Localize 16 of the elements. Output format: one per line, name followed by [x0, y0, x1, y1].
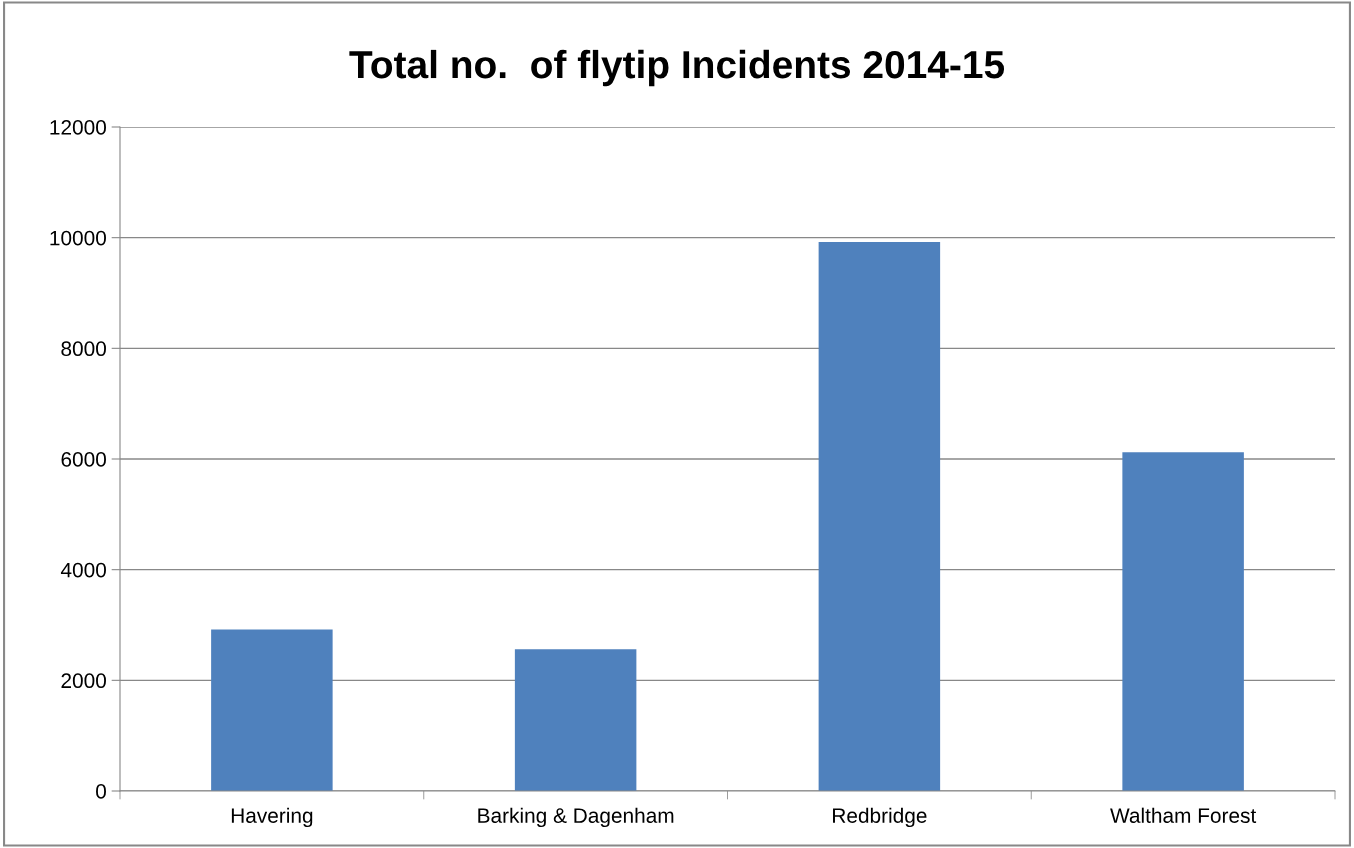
y-tick-label: 0	[96, 784, 106, 799]
x-tick-label: Redbridge	[833, 807, 927, 828]
bar	[211, 629, 333, 791]
chart-title: Total no. of flytip Incidents 2014-15	[349, 49, 1005, 87]
bar	[818, 242, 941, 791]
y-tick-label: 10000	[50, 230, 106, 246]
y-tick-label: 2000	[61, 673, 106, 689]
y-tick-label: 8000	[61, 341, 106, 357]
x-tick-label: Waltham Forest	[1110, 807, 1257, 823]
y-tick-label: 6000	[61, 452, 106, 467]
x-tick-label: Havering	[231, 807, 313, 828]
y-tick-label: 12000	[50, 120, 106, 135]
bar	[1122, 452, 1244, 791]
x-tick-label: Barking & Dagenham	[478, 807, 674, 828]
y-tick-label: 4000	[60, 562, 106, 578]
bar	[514, 649, 637, 791]
